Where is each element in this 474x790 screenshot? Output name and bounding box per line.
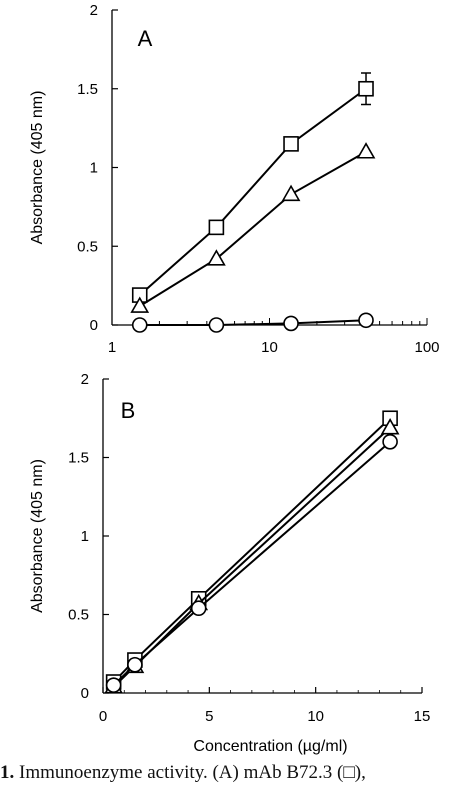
y-tick-label: 0 <box>81 685 89 702</box>
y-tick-label: 1.5 <box>68 450 89 467</box>
data-point-triangle <box>356 142 376 159</box>
data-point-circle <box>208 317 225 333</box>
figure-caption: 1. Immunoenzyme activity. (A) mAb B72.3 … <box>0 762 474 790</box>
panel-A: 0 0.5 1 1.5 2 1 10 100 A Absorbance (405 nm) <box>29 2 440 356</box>
series-line <box>139 150 367 307</box>
panel-label: B <box>121 398 136 423</box>
y-tick-label: 2 <box>90 2 98 19</box>
panel-label: A <box>138 26 153 51</box>
data-point-square <box>358 80 374 97</box>
data-point-circle <box>127 656 143 673</box>
y-tick-label: 1 <box>81 528 89 545</box>
series-line <box>112 417 391 683</box>
data-point-circle <box>131 317 148 333</box>
data-point-square <box>283 136 299 152</box>
data-point-triangle <box>380 418 400 435</box>
panel-B: 0 0.5 1 1.5 2 0 5 10 15 B Absorbance (405 nm) Conce… <box>29 371 430 755</box>
x-tick-label: 15 <box>414 708 431 725</box>
data-point-circle <box>382 433 398 450</box>
x-tick-label: 0 <box>99 708 107 725</box>
y-tick-label: 1 <box>90 160 98 177</box>
data-point-circle <box>190 600 207 617</box>
x-tick-label: 100 <box>414 339 439 356</box>
series-square <box>131 72 374 303</box>
series-line <box>139 87 367 296</box>
y-axis-label: Absorbance (405 nm) <box>29 459 46 613</box>
x-axis-label: Concentration (µg/ml) <box>193 738 347 755</box>
series-circle <box>131 312 374 333</box>
series-line <box>139 319 367 326</box>
series-line <box>112 441 391 686</box>
caption-number: 1. <box>0 762 15 783</box>
series-line <box>112 426 391 688</box>
series-triangle <box>130 142 376 313</box>
data-point-circle <box>283 315 299 332</box>
data-point-triangle <box>281 184 301 202</box>
data-point-triangle <box>130 296 150 313</box>
y-tick-label: 0 <box>90 317 98 334</box>
series-circle <box>105 433 398 693</box>
y-axis-label: Absorbance (405 nm) <box>29 91 46 245</box>
x-tick-label: 10 <box>307 708 324 725</box>
y-tick-label: 1.5 <box>77 81 98 98</box>
data-point-circle <box>358 312 374 329</box>
x-tick-label: 10 <box>261 339 278 356</box>
y-tick-label: 0.5 <box>77 238 98 255</box>
caption-text: Immunoenzyme activity. (A) mAb B72.3 (□)… <box>19 762 366 783</box>
series-square <box>105 410 398 690</box>
data-point-square <box>208 219 225 236</box>
y-tick-label: 0.5 <box>68 607 89 624</box>
x-tick-label: 1 <box>108 339 116 356</box>
x-tick-label: 5 <box>205 708 213 725</box>
data-point-triangle <box>207 249 226 266</box>
data-point-circle <box>105 677 122 693</box>
y-tick-label: 2 <box>81 371 89 388</box>
